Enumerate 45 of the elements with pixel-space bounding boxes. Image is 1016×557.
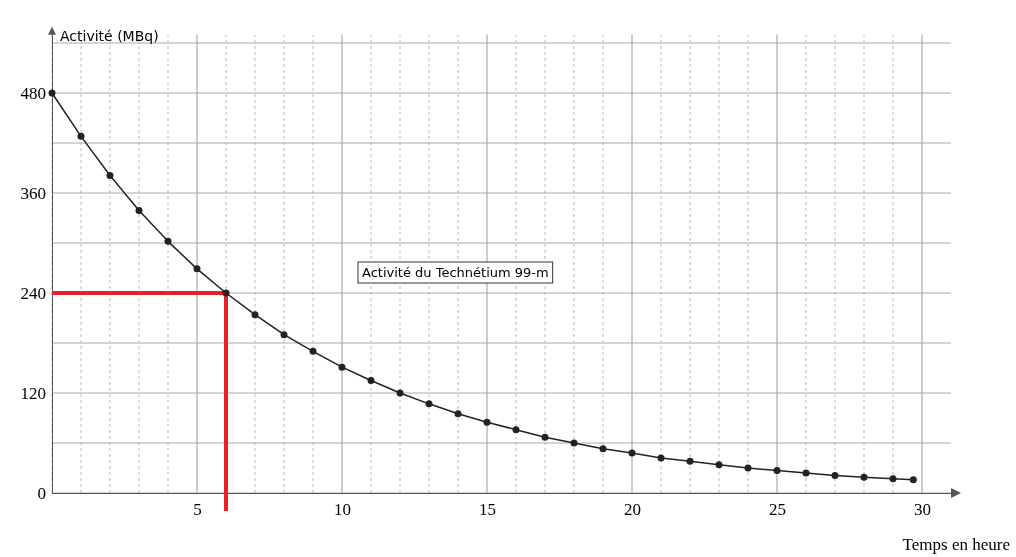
y-tick-label: 360 bbox=[20, 183, 46, 203]
point bbox=[106, 172, 114, 179]
point bbox=[860, 473, 868, 481]
point bbox=[425, 400, 433, 408]
y-axis-title: Activité (MBq) bbox=[60, 27, 159, 44]
point bbox=[599, 445, 607, 453]
point bbox=[657, 454, 665, 462]
point bbox=[280, 331, 288, 339]
y-tick-label: 480 bbox=[20, 83, 46, 103]
point bbox=[802, 469, 810, 477]
point bbox=[686, 457, 694, 465]
point bbox=[744, 464, 752, 472]
point bbox=[512, 426, 520, 434]
point bbox=[628, 449, 636, 457]
point bbox=[396, 389, 404, 397]
x-tick-label: 30 bbox=[914, 500, 931, 520]
point bbox=[48, 89, 56, 97]
x-tick-label: 20 bbox=[624, 500, 641, 520]
y-tick-label: 0 bbox=[37, 483, 46, 503]
point bbox=[338, 363, 346, 371]
point bbox=[909, 476, 917, 484]
point bbox=[77, 132, 85, 140]
point bbox=[483, 418, 491, 426]
point bbox=[831, 472, 839, 479]
point bbox=[889, 475, 897, 483]
point bbox=[715, 461, 723, 469]
x-axis-title: Temps en heure bbox=[902, 535, 1010, 554]
x-tick-label: 5 bbox=[193, 500, 202, 520]
x-tick-label: 10 bbox=[334, 500, 351, 520]
point bbox=[222, 289, 230, 297]
point bbox=[164, 237, 172, 245]
y-tick-label: 240 bbox=[20, 283, 46, 303]
point bbox=[367, 377, 375, 384]
point bbox=[541, 433, 549, 441]
point bbox=[454, 410, 462, 418]
annotation: Activité du Technétium 99-m bbox=[362, 265, 549, 280]
point bbox=[309, 347, 317, 355]
y-tick-label: 120 bbox=[20, 383, 46, 403]
x-tick-label: 25 bbox=[769, 500, 786, 520]
point bbox=[135, 207, 143, 214]
point bbox=[570, 439, 578, 447]
point bbox=[251, 311, 259, 319]
x-tick-label: 15 bbox=[479, 500, 496, 520]
point bbox=[773, 467, 781, 474]
point bbox=[193, 265, 201, 273]
